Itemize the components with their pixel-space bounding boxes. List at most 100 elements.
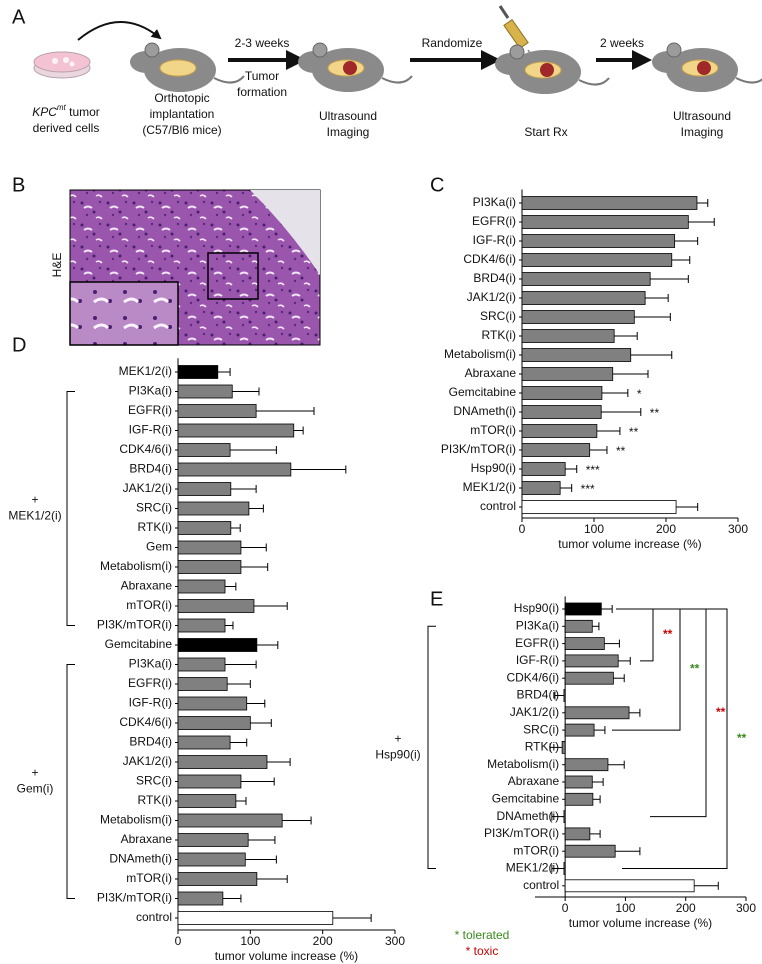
bar [177, 579, 226, 594]
group-bracket [427, 625, 436, 869]
y-tick-label: PI3K/mTOR(i) [441, 442, 516, 456]
y-tick-label: MEK1/2(i) [119, 364, 172, 378]
x-tick-label: 300 [736, 901, 756, 915]
mouse [495, 44, 610, 94]
y-tick-label: Abraxane [121, 579, 173, 593]
y-tick-label: SRC(i) [480, 309, 516, 323]
mouse-ear [312, 42, 328, 58]
y-tick-label: PI3K/mTOR(i) [484, 826, 559, 840]
y-tick-label: mTOR(i) [126, 871, 172, 885]
bar [177, 423, 295, 438]
x-tick-label: 100 [615, 901, 635, 915]
y-tick-label: MEK1/2(i) [506, 861, 559, 875]
significance: ** [716, 705, 726, 719]
bar [177, 833, 249, 847]
y-tick-label: IGF-R(i) [129, 423, 172, 437]
y-tick-label: JAK1/2(i) [123, 754, 172, 768]
step-label: Ultrasound [319, 109, 377, 123]
panel-label: E [430, 588, 443, 610]
y-tick-label: Metabolism(i) [100, 813, 172, 827]
histology-image [69, 189, 321, 346]
bar [521, 291, 646, 305]
tumor [697, 61, 711, 75]
significance: ** [737, 731, 747, 745]
y-tick-label: Gemcitabine [105, 637, 173, 651]
x-tick-label: 200 [676, 901, 696, 915]
bar [564, 637, 605, 650]
y-tick-label: BRD4(i) [129, 462, 172, 476]
y-tick-label: MEK1/2(i) [463, 480, 516, 494]
y-tick-label: mTOR(i) [513, 843, 559, 857]
y-tick-label: Gem [146, 540, 172, 554]
mouse [652, 42, 762, 92]
bar [177, 462, 292, 477]
mouse-tail [578, 77, 610, 86]
bar [177, 501, 250, 516]
mouse-tail [735, 77, 762, 84]
y-tick-label: Metabolism(i) [487, 757, 559, 771]
bar [521, 215, 689, 229]
y-tick-label: RTK(i) [138, 520, 172, 534]
step-label: Tumor [245, 69, 279, 83]
bar [564, 775, 593, 789]
bar [521, 481, 561, 495]
bar [177, 560, 242, 574]
y-tick-label: Metabolism(i) [444, 347, 516, 361]
significance-bracket [616, 608, 728, 869]
x-tick-label: 100 [240, 934, 260, 948]
x-axis-title: tumor volume increase (%) [558, 537, 701, 551]
panel-label: A [12, 6, 26, 28]
y-tick-label: DNAmeth(i) [453, 404, 516, 418]
bar [563, 689, 566, 702]
bar [564, 827, 591, 841]
bar [177, 794, 237, 808]
bar [177, 521, 232, 535]
group-label: Gem(i) [17, 782, 54, 796]
step-label: Start Rx [524, 125, 567, 139]
step-label: Imaging [681, 125, 724, 139]
y-tick-label: control [523, 878, 559, 892]
y-tick-label: DNAmeth(i) [496, 809, 559, 823]
arrow [77, 21, 162, 41]
bar [564, 844, 616, 858]
y-tick-label: IGF-R(i) [473, 233, 516, 247]
significance: * [637, 387, 642, 401]
mouse-tail [381, 75, 413, 84]
y-tick-label: SRC(i) [136, 501, 172, 515]
petri-dish [33, 51, 91, 79]
y-tick-label: Hsp90(i) [514, 601, 559, 615]
bar [177, 638, 258, 652]
y-tick-label: mTOR(i) [126, 598, 172, 612]
group-bracket [66, 664, 75, 899]
significance: *** [581, 482, 595, 496]
bar [564, 706, 630, 720]
significance: ** [629, 425, 639, 439]
bar [521, 348, 632, 362]
y-tick-label: PI3Ka(i) [516, 618, 559, 632]
bar [177, 657, 226, 672]
bar [564, 723, 595, 737]
panel-label: B [12, 174, 25, 196]
y-tick-label: DNAmeth(i) [109, 852, 172, 866]
y-tick-label: PI3K/mTOR(i) [97, 891, 172, 905]
group-label: + [31, 766, 38, 780]
y-tick-label: JAK1/2(i) [467, 290, 516, 304]
significance-bracket [616, 608, 654, 662]
x-tick-label: 300 [728, 522, 748, 536]
mouse-tail [213, 75, 245, 84]
cells-sup: mt [57, 103, 67, 112]
significance: *** [586, 463, 600, 477]
y-tick-label: BRD4(i) [516, 688, 559, 702]
y-tick-label: BRD4(i) [473, 271, 516, 285]
legend-entry: * tolerated [455, 928, 510, 942]
cells-name: KPC [32, 105, 57, 119]
y-tick-label: EGFR(i) [515, 636, 559, 650]
bar [177, 540, 242, 555]
bar [177, 872, 258, 886]
x-axis-title: tumor volume increase (%) [215, 949, 358, 963]
bar [521, 272, 651, 286]
bar [177, 443, 231, 457]
panel-label: D [12, 334, 26, 356]
x-tick-label: 300 [385, 934, 405, 948]
